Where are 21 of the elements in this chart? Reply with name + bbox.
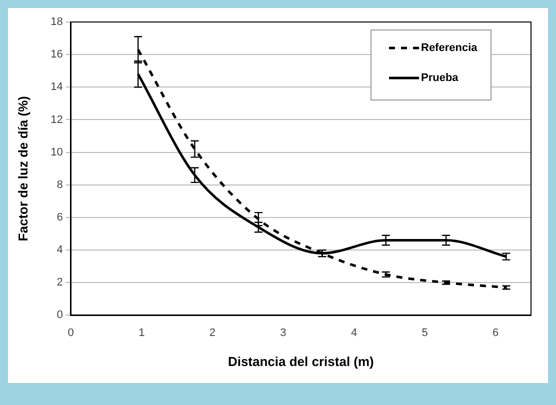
x-axis-title: Distancia del cristal (m) (228, 354, 374, 369)
y-tick-label: 14 (50, 81, 63, 94)
x-tick-label: 4 (350, 326, 358, 339)
x-tick-label: 3 (280, 326, 286, 339)
x-tick-label: 1 (138, 326, 145, 339)
y-tick-label: 4 (56, 244, 63, 256)
y-tick-label: 12 (50, 114, 63, 126)
x-tick-label: 2 (209, 326, 216, 339)
legend-label: Referencia (421, 42, 478, 54)
y-tick-label: 16 (50, 48, 63, 61)
x-tick-label: 0 (68, 326, 74, 339)
x-tick-label: 6 (492, 326, 499, 339)
y-tick-label: 0 (56, 309, 63, 322)
x-tick-label: 5 (422, 326, 428, 339)
y-tick-label: 2 (56, 276, 63, 289)
y-tick-label: 10 (50, 146, 63, 158)
y-tick-label: 18 (50, 16, 63, 28)
y-tick-label: 8 (56, 178, 63, 191)
y-tick-label: 6 (56, 212, 63, 224)
legend-label: Prueba (421, 72, 460, 84)
y-axis-title: Factor de luz de día (%) (15, 96, 30, 242)
